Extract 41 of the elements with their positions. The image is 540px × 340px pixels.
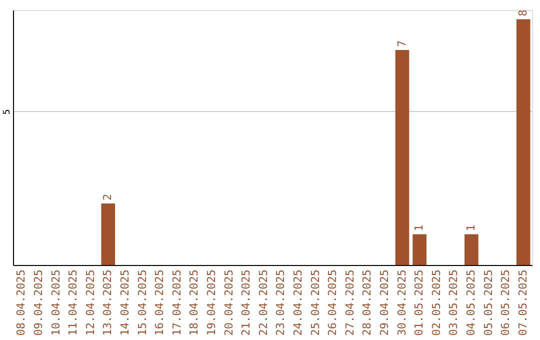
bar bbox=[516, 19, 530, 265]
data-label: 8 bbox=[516, 10, 530, 16]
data-label: 1 bbox=[412, 224, 426, 232]
x-tick-label: 24.04.2025 bbox=[291, 270, 304, 336]
x-tick-label: 21.04.2025 bbox=[240, 270, 253, 336]
x-tick-label: 09.04.2025 bbox=[32, 270, 45, 336]
data-label: 1 bbox=[464, 224, 478, 232]
x-tick-label: 04.05.2025 bbox=[464, 270, 478, 336]
x-tick-label: 26.04.2025 bbox=[326, 270, 340, 336]
x-tick-label: 25.04.2025 bbox=[308, 270, 322, 336]
bar bbox=[464, 234, 478, 265]
x-tick-label: 19.04.2025 bbox=[204, 270, 218, 336]
x-tick-label: 27.04.2025 bbox=[343, 270, 356, 336]
x-tick-label: 20.04.2025 bbox=[222, 270, 236, 336]
x-tick-label: 06.05.2025 bbox=[499, 270, 512, 336]
bar bbox=[395, 50, 410, 265]
x-tick-label: 11.04.2025 bbox=[66, 270, 80, 336]
x-tick-label: 15.04.2025 bbox=[136, 270, 149, 336]
data-label: 2 bbox=[101, 194, 114, 201]
x-tick-label: 08.04.2025 bbox=[14, 270, 28, 336]
x-tick-label: 13.04.2025 bbox=[101, 270, 114, 336]
y-tick-label: 5 bbox=[2, 109, 12, 115]
bar bbox=[412, 234, 426, 265]
x-tick-label: 17.04.2025 bbox=[170, 270, 184, 336]
x-tick-label: 18.04.2025 bbox=[188, 270, 201, 336]
x-tick-label: 07.05.2025 bbox=[516, 270, 530, 336]
x-tick-label: 02.05.2025 bbox=[430, 270, 443, 336]
x-tick-label: 22.04.2025 bbox=[256, 270, 270, 336]
bar bbox=[101, 204, 116, 265]
x-tick-label: 14.04.2025 bbox=[118, 270, 132, 336]
x-tick-label: 01.05.2025 bbox=[412, 270, 426, 336]
x-tick-label: 16.04.2025 bbox=[153, 270, 166, 336]
x-tick-label: 05.05.2025 bbox=[482, 270, 495, 336]
x-tick-label: 10.04.2025 bbox=[49, 270, 62, 336]
x-tick-label: 12.04.2025 bbox=[84, 270, 97, 336]
data-label: 7 bbox=[395, 40, 408, 47]
x-tick-label: 29.04.2025 bbox=[378, 270, 391, 336]
x-tick-label: 03.05.2025 bbox=[447, 270, 460, 336]
x-tick-label: 28.04.2025 bbox=[360, 270, 374, 336]
x-tick-label: 30.04.2025 bbox=[395, 270, 408, 336]
x-tick-label: 23.04.2025 bbox=[274, 270, 288, 336]
